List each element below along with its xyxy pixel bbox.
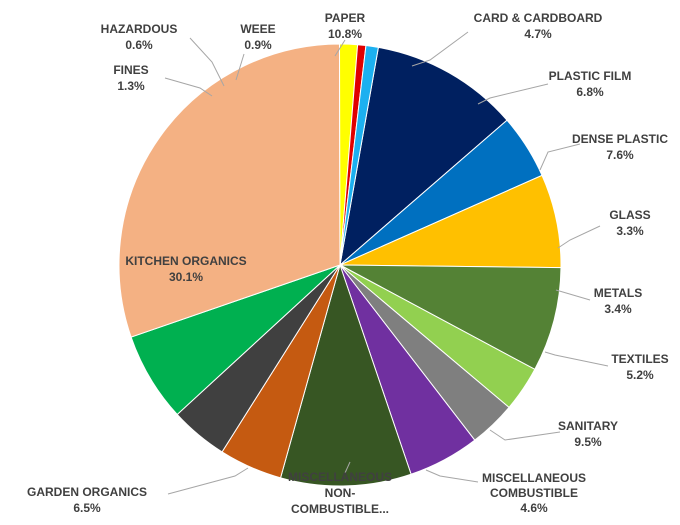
- leader-line-dense-plastic: [539, 143, 581, 171]
- value-label-card-cardboard: 4.7%: [524, 27, 552, 41]
- leader-lines: [164, 31, 609, 495]
- leader-line-glass: [557, 225, 601, 249]
- category-label-weee: WEEE: [240, 22, 275, 36]
- leader-line-garden-organics: [167, 467, 249, 495]
- leader-line-sanitary: [489, 429, 561, 441]
- value-label-miscellaneous-combustible: 4.6%: [520, 501, 548, 515]
- slice-paper: [339, 46, 508, 267]
- leader-line-miscellaneous-combustible: [425, 469, 479, 483]
- data-labels: PAPER 10.8% CARD & CARDBOARD 4.7% PLASTIC FI…: [27, 11, 669, 516]
- leader-line-miscellaneous-non-combustible: [344, 461, 351, 474]
- value-label-metals: 3.4%: [604, 302, 632, 316]
- leader-line-fines: [164, 77, 213, 97]
- leader-line-card-cardboard: [411, 31, 469, 67]
- slice-weee: [339, 44, 379, 266]
- category-label-fines: FINES: [113, 63, 148, 77]
- leader-line-metals: [555, 289, 591, 301]
- category-label-card-cardboard: CARD & CARDBOARD: [474, 11, 603, 25]
- category-label-textiles: TEXTILES: [611, 352, 668, 366]
- value-label-glass: 3.3%: [616, 224, 644, 238]
- pie-slices: [118, 43, 562, 487]
- category-label-sanitary: SANITARY: [558, 419, 618, 433]
- slice-sanitary: [279, 263, 412, 487]
- value-label-weee: 0.9%: [244, 38, 272, 52]
- leader-line-paper: [334, 39, 346, 57]
- category-label-hazardous: HAZARDOUS: [101, 22, 178, 36]
- value-label-sanitary: 9.5%: [574, 435, 602, 449]
- category-label-paper: PAPER: [325, 11, 366, 25]
- leader-line-plastic-film: [477, 83, 549, 105]
- value-label-hazardous: 0.6%: [125, 38, 153, 52]
- leader-line-weee: [235, 53, 245, 81]
- category-label-garden-organics: GARDEN ORGANICS: [27, 485, 147, 499]
- category-label-miscellaneous-non-combustible: MISCELLANEOUS: [288, 470, 392, 484]
- category-label-miscellaneous-combustible: MISCELLANEOUS: [482, 471, 586, 485]
- category-label-glass: GLASS: [609, 208, 650, 222]
- value-label-dense-plastic: 7.6%: [606, 148, 634, 162]
- value-label-kitchen-organics: 30.1%: [169, 270, 203, 284]
- value-label-textiles: 5.2%: [626, 368, 654, 382]
- value-label-garden-organics: 6.5%: [73, 501, 101, 515]
- value-label-paper: 10.8%: [328, 27, 362, 41]
- category-label-kitchen-organics: KITCHEN ORGANICS: [125, 254, 246, 268]
- leader-line-hazardous: [189, 37, 225, 87]
- slice-kitchen-organics: [118, 43, 341, 338]
- category-label-miscellaneous-non-combustible-line2: NON-: [325, 486, 356, 500]
- category-label-plastic-film: PLASTIC FILM: [549, 69, 632, 83]
- category-label-miscellaneous-combustible-line2: COMBUSTIBLE: [490, 486, 578, 500]
- category-label-metals: METALS: [594, 286, 642, 300]
- value-label-plastic-film: 6.8%: [576, 85, 604, 99]
- category-label-dense-plastic: DENSE PLASTIC: [572, 132, 668, 146]
- slice-dense-plastic: [339, 264, 562, 371]
- value-label-fines: 1.3%: [117, 79, 145, 93]
- category-label-miscellaneous-non-combustible-line3: COMBUSTIBLE...: [291, 502, 389, 516]
- leader-line-textiles: [544, 351, 609, 367]
